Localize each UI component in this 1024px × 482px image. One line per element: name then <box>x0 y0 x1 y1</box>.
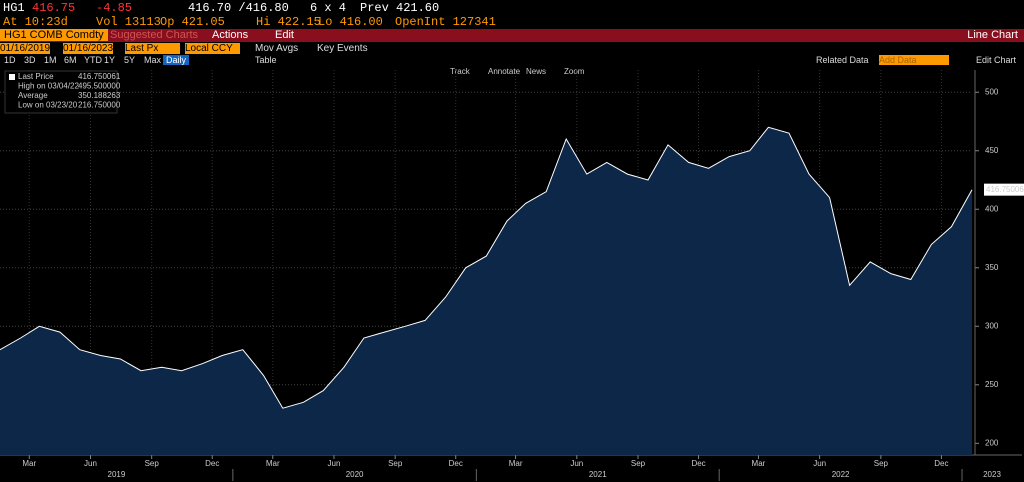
start-date[interactable]: 01/16/2019 <box>0 43 51 54</box>
ticker: HG1 <box>3 1 25 15</box>
settings-bar: 01/16/2019 01/16/2023 Last Px Local CCY … <box>0 43 1024 55</box>
y-tick-label: 350 <box>985 263 999 272</box>
period[interactable]: 6M <box>64 55 77 65</box>
mov-avgs[interactable]: Mov Avgs <box>255 43 299 54</box>
suggested[interactable]: Suggested Charts <box>110 29 199 41</box>
x-tick-label: Jun <box>813 459 826 468</box>
time: At 10:23d <box>3 15 68 29</box>
x-tick-label: Jun <box>570 459 583 468</box>
bid-ask: 416.70 /416.80 <box>188 1 289 15</box>
open-int: OpenInt 127341 <box>395 15 496 29</box>
frequency[interactable]: Daily <box>163 55 190 65</box>
prev: Prev 421.60 <box>360 1 440 15</box>
legend-box <box>4 70 118 114</box>
table[interactable]: Table <box>255 55 277 65</box>
period[interactable]: 1Y <box>104 55 116 65</box>
chart-tool: Zoom <box>564 67 585 76</box>
year-label: 2020 <box>346 470 364 479</box>
period[interactable]: Max <box>144 55 162 65</box>
size: 6 x 4 <box>310 1 347 15</box>
related-data[interactable]: Related Data <box>816 55 869 65</box>
x-tick-label: Sep <box>874 459 889 468</box>
quote-header: HG1 416.75 -4.85 416.70 /416.80 6 x 4 Pr… <box>0 0 1024 30</box>
x-tick-label: Mar <box>752 459 766 468</box>
x-tick-label: Jun <box>328 459 341 468</box>
legend-value: 416.750061 <box>78 72 121 81</box>
x-tick-label: Jun <box>84 459 97 468</box>
x-tick-label: Sep <box>631 459 646 468</box>
security[interactable]: HG1 COMB Comdty <box>0 29 108 41</box>
y-tick-label: 450 <box>985 146 999 155</box>
year-label: 2019 <box>108 470 126 479</box>
line <box>0 126 973 409</box>
end-date[interactable]: 01/16/2023 <box>63 43 114 54</box>
y-tick-label: 200 <box>985 438 999 447</box>
menu-bar: HG1 COMB Comdty Suggested Charts Actions… <box>0 29 1024 42</box>
x-tick-label: Dec <box>205 459 219 468</box>
toolbar: Daily Table Related Data Add Data Edit C… <box>0 55 1024 66</box>
legend-value: 216.750000 <box>78 101 121 110</box>
y-tick-label: 500 <box>985 87 999 96</box>
x-tick-label: Dec <box>934 459 948 468</box>
y-tick-label: 250 <box>985 380 999 389</box>
high: Hi 422.15 <box>256 15 321 29</box>
legend-swatch <box>9 74 15 80</box>
period[interactable]: 3D <box>24 55 36 65</box>
edit[interactable]: Edit <box>275 29 294 41</box>
y-tick-label: 400 <box>985 204 999 213</box>
legend-name: Last Price <box>18 72 54 81</box>
last-price-box <box>984 183 1024 196</box>
chart-tool: Annotate <box>488 67 521 76</box>
x-tick-label: Sep <box>388 459 403 468</box>
add-data[interactable]: Add Data <box>879 55 949 65</box>
year-label: 2021 <box>589 470 607 479</box>
year-label: 2022 <box>832 470 850 479</box>
x-tick-label: Dec <box>691 459 705 468</box>
currency[interactable]: Local CCY <box>185 43 240 54</box>
y-tick-label: 300 <box>985 321 999 330</box>
legend-value: 350.188263 <box>78 91 121 100</box>
chart-tool: News <box>526 67 546 76</box>
actions[interactable]: Actions <box>212 29 249 41</box>
vol: Vol 13113 <box>96 15 161 29</box>
x-tick-label: Sep <box>145 459 160 468</box>
period[interactable]: 1D <box>4 55 16 65</box>
chart-type: Line Chart <box>967 29 1018 41</box>
x-tick-label: Mar <box>266 459 280 468</box>
x-tick-label: Mar <box>22 459 36 468</box>
chart-tool: Track <box>450 67 471 76</box>
chart: Track Annotate News Zoom 200 250 300 350 400 450 5… <box>0 67 1024 481</box>
field[interactable]: Last Px <box>125 43 180 54</box>
year-label: 2023 <box>983 470 1001 479</box>
low: Lo 416.00 <box>318 15 383 29</box>
key-events[interactable]: Key Events <box>317 43 368 54</box>
legend-value: 495.500000 <box>78 82 121 91</box>
open: Op 421.05 <box>160 15 225 29</box>
legend-name: Low on 03/23/20 <box>18 101 78 110</box>
legend-name: High on 03/04/22 <box>18 82 79 91</box>
period[interactable]: YTD <box>84 55 102 65</box>
x-tick-label: Dec <box>449 459 463 468</box>
last: 416.75 <box>32 1 76 15</box>
change: -4.85 <box>96 1 133 15</box>
legend-name: Average <box>18 91 48 100</box>
area <box>0 127 972 456</box>
edit-chart[interactable]: Edit Chart <box>976 55 1017 65</box>
x-tick-label: Mar <box>509 459 523 468</box>
period[interactable]: 5Y <box>124 55 136 65</box>
last-price-label: 416.750061 <box>986 185 1024 194</box>
period[interactable]: 1M <box>44 55 57 65</box>
